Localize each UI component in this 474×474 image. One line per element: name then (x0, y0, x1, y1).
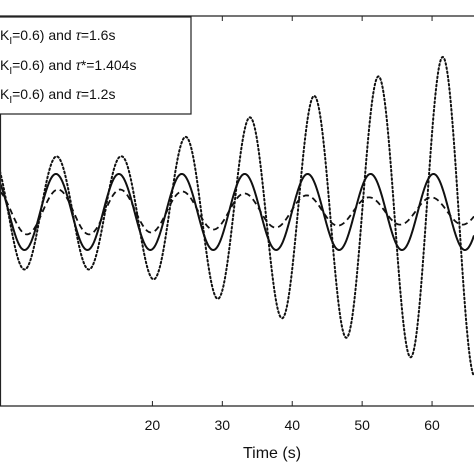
legend-box (0, 16, 192, 115)
x-tick-label-20: 20 (145, 417, 161, 433)
x-tick-label-30: 30 (215, 417, 231, 433)
legend-layer: KI=0.6) and τ=1.6s KI=0.6) and τ*=1.404s K… (0, 16, 192, 115)
legend-label-dotted: KI=0.6) and τ=1.6s (0, 27, 115, 47)
legend-label-dashed: KI=0.6) and τ=1.2s (0, 86, 115, 106)
series-line-dashed (0, 188, 474, 236)
series-layer (0, 55, 474, 378)
x-tick-label-50: 50 (354, 417, 370, 433)
x-tick-label-60: 60 (424, 417, 440, 433)
legend-label-solid: KI=0.6) and τ*=1.404s (0, 57, 136, 77)
x-axis-title: Time (s) (243, 445, 301, 462)
series-line-solid (0, 172, 474, 252)
axes-layer: 20 30 40 50 60 Time (s) (0, 15, 474, 462)
x-tick-label-40: 40 (284, 417, 300, 433)
